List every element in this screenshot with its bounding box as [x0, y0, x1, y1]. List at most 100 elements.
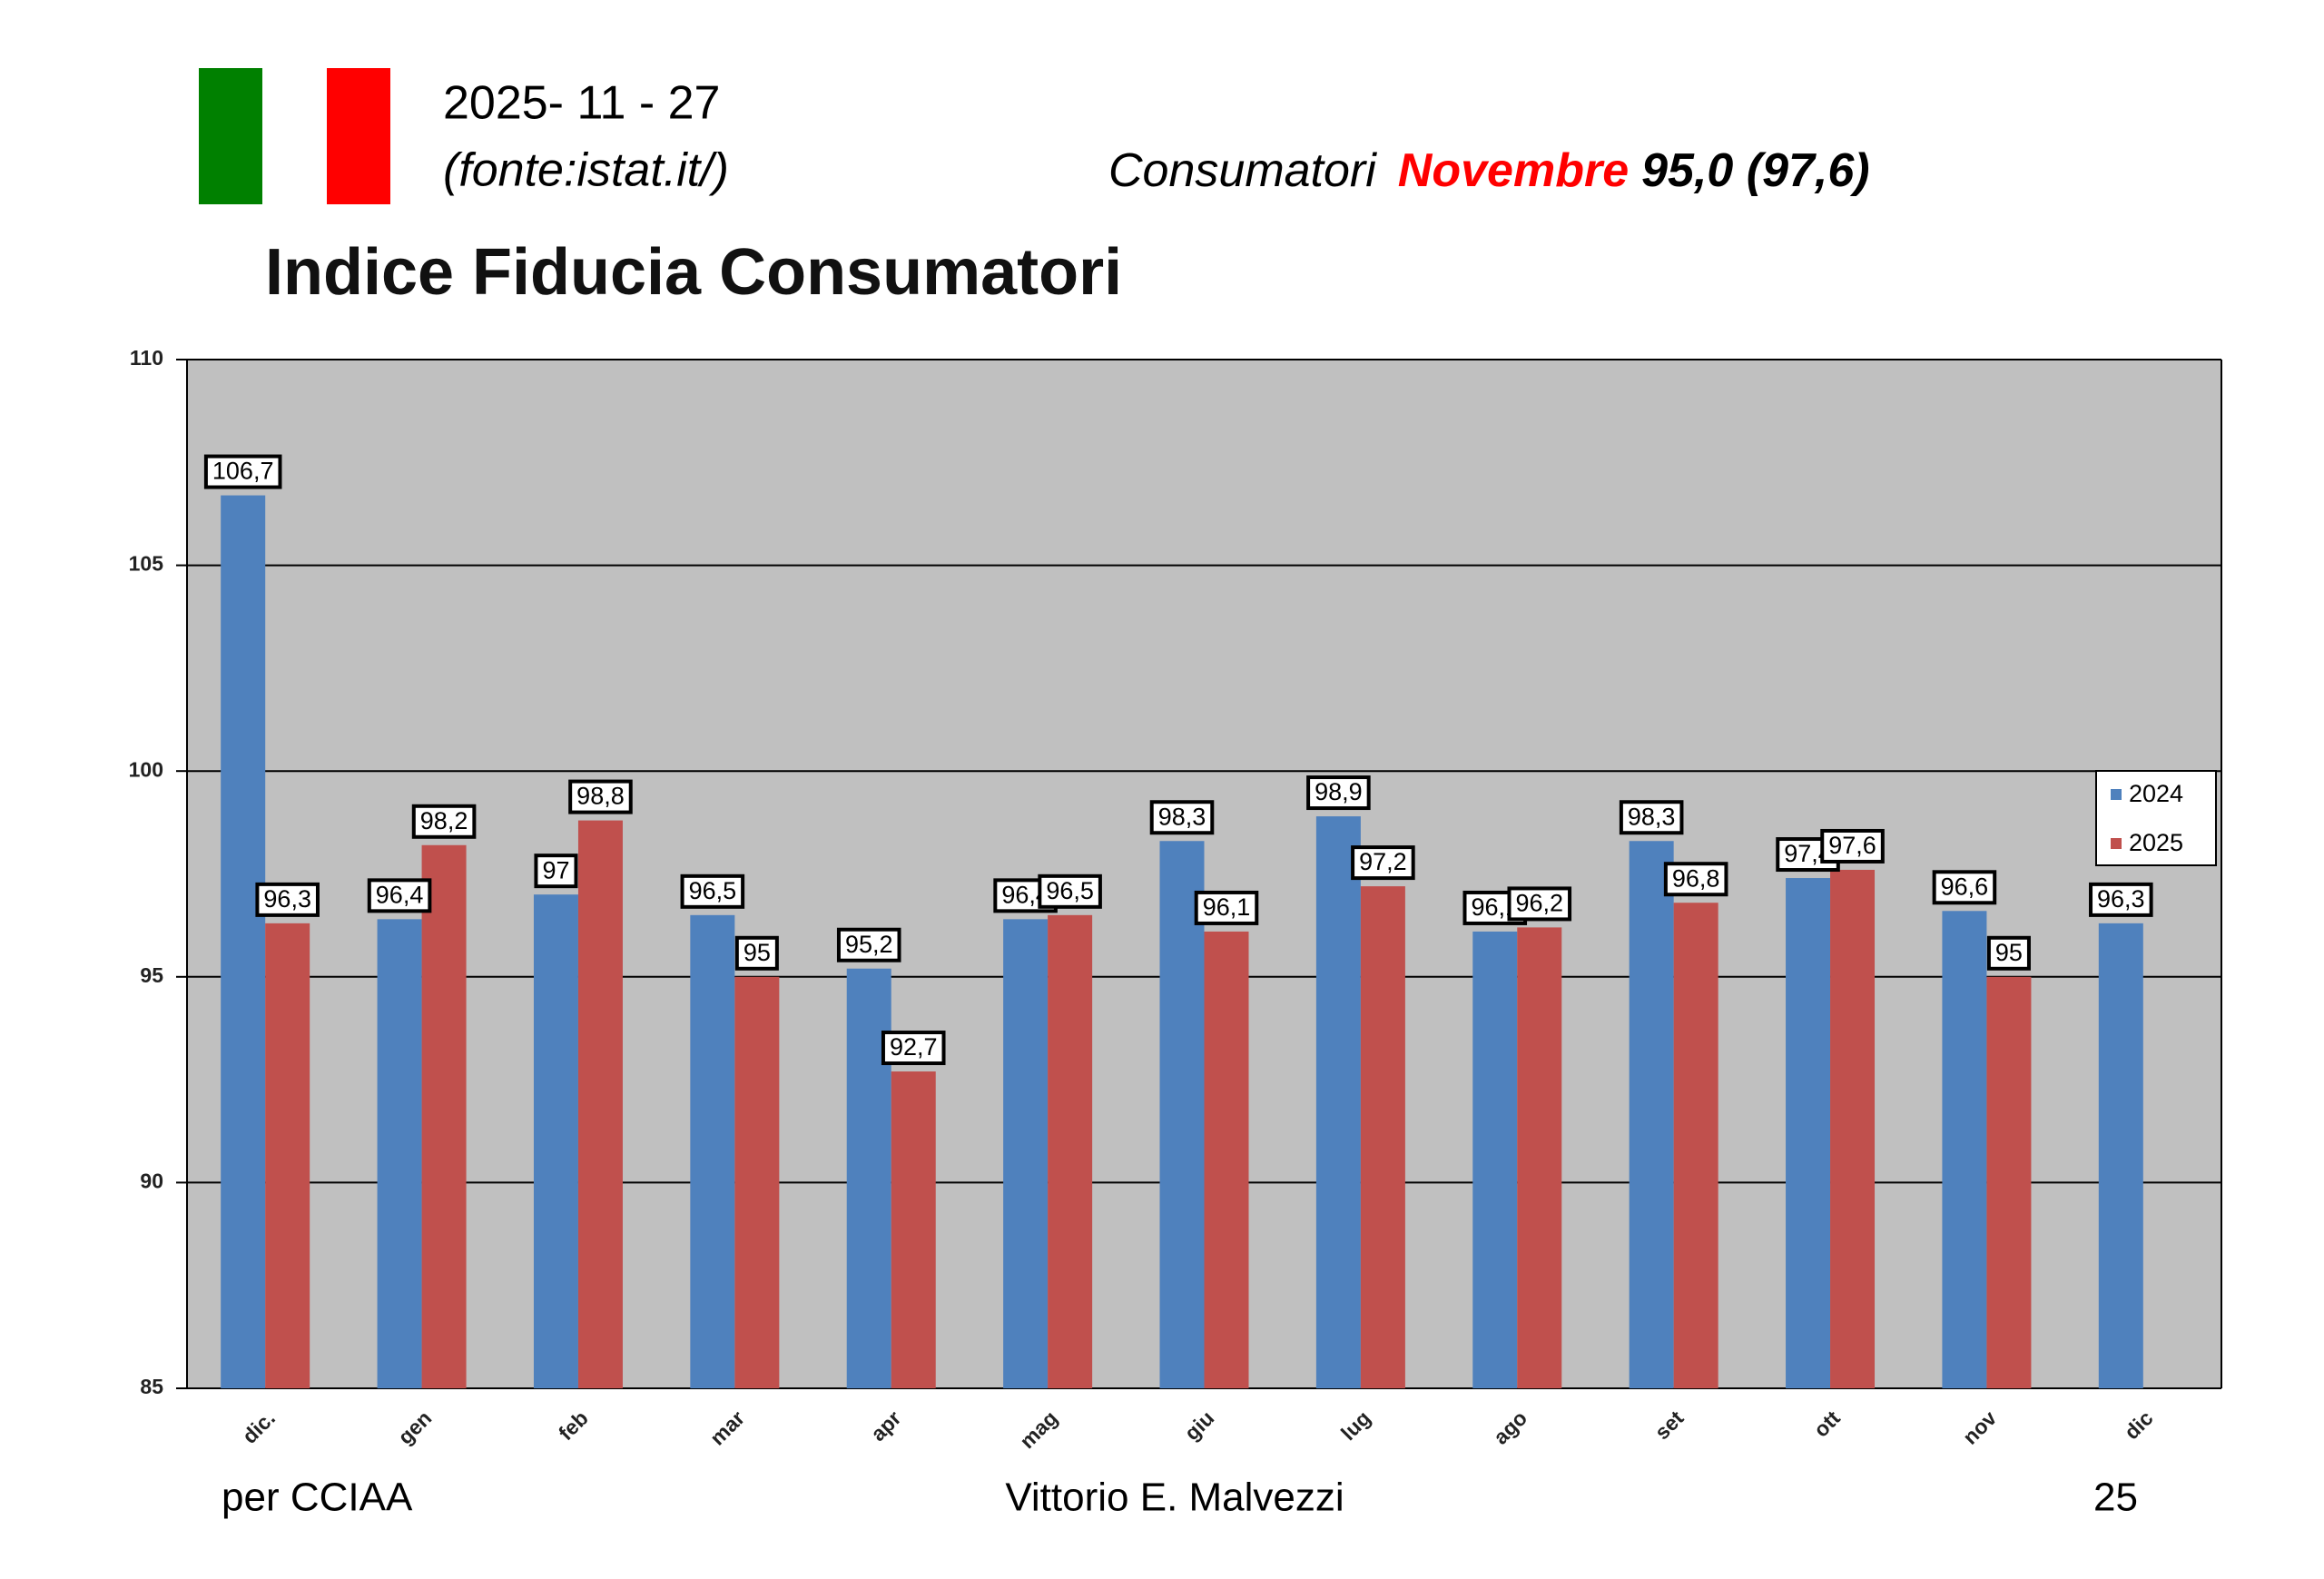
- x-tick-label: dic.: [238, 1406, 280, 1447]
- bar: [1830, 869, 1876, 1388]
- x-tick-label: mar: [705, 1406, 749, 1449]
- headline-label: Consumatori: [1108, 144, 1377, 197]
- bar: [734, 976, 780, 1388]
- value-label-box: [680, 873, 745, 909]
- legend-box: [2095, 770, 2217, 866]
- value-label-box: [1351, 845, 1415, 881]
- value-label: 106,7: [203, 454, 282, 489]
- value-label: 98,3: [1619, 800, 1684, 835]
- value-label: 98,9: [1306, 775, 1371, 811]
- value-label: 98,8: [568, 779, 633, 814]
- headline-value: 95,0 (97,6): [1641, 144, 1870, 197]
- legend-swatch: [2111, 838, 2122, 849]
- value-label-box: [1663, 862, 1728, 897]
- x-tick-label: gen: [393, 1406, 436, 1448]
- value-label: 98,2: [411, 804, 477, 839]
- x-tick-label: giu: [1180, 1406, 1219, 1445]
- flag-green: [199, 68, 262, 204]
- value-label-box: [1986, 935, 2031, 971]
- footer-center: Vittorio E. Malvezzi: [1005, 1475, 1344, 1520]
- value-label-text: 95,2: [845, 931, 893, 958]
- value-label: 97,2: [1351, 845, 1415, 881]
- value-label-text: 97,2: [1359, 848, 1407, 875]
- legend-label: 2025: [2129, 829, 2183, 856]
- x-tick-label: nov: [1958, 1406, 2001, 1448]
- bar: [377, 919, 422, 1388]
- value-label-text: 96,4: [376, 881, 424, 908]
- x-tick-label: set: [1650, 1406, 1689, 1444]
- footer-right: 25: [2093, 1475, 2138, 1520]
- bar: [1629, 841, 1674, 1388]
- value-label: 96,5: [680, 873, 745, 909]
- y-tick-label: 95: [140, 963, 163, 987]
- bar: [1472, 931, 1518, 1388]
- legend-label: 2024: [2129, 780, 2183, 807]
- x-tick-label: feb: [554, 1406, 593, 1445]
- value-label: 98,3: [1149, 800, 1215, 835]
- value-label: 92,7: [881, 1031, 946, 1066]
- value-label-text: 98,8: [576, 783, 625, 810]
- legend-swatch: [2111, 789, 2122, 800]
- value-label: 95: [734, 935, 779, 971]
- value-label-box: [1507, 886, 1572, 922]
- x-tick-label: dic: [2120, 1406, 2158, 1444]
- value-label: 95,2: [836, 927, 901, 962]
- y-tick-label: 100: [129, 757, 163, 781]
- headline-month: Novembre: [1398, 144, 1629, 197]
- value-label-text: 96,2: [1515, 890, 1563, 917]
- value-label-box: [568, 779, 633, 814]
- value-label-text: 97,6: [1828, 832, 1876, 859]
- bar: [1003, 919, 1049, 1388]
- bar: [1204, 931, 1249, 1388]
- bar: [1315, 816, 1361, 1388]
- value-label: 96,3: [255, 882, 320, 917]
- value-label-box: [1306, 775, 1371, 811]
- value-label-text: 95: [743, 939, 771, 966]
- y-tick-label: 90: [140, 1169, 163, 1192]
- y-tick-label: 85: [140, 1375, 163, 1398]
- value-label: 96,6: [1932, 870, 1997, 905]
- y-tick-label: 105: [129, 552, 164, 576]
- value-label-box: [1820, 828, 1885, 864]
- footer-left: per CCIAA: [222, 1475, 413, 1520]
- value-label-text: 98,2: [420, 807, 468, 834]
- bar: [690, 914, 735, 1388]
- value-label-text: 96,8: [1672, 864, 1720, 892]
- bar: [265, 923, 310, 1388]
- value-label-text: 97: [542, 856, 569, 883]
- value-label-box: [1932, 870, 1997, 905]
- value-label: 96,5: [1038, 873, 1102, 909]
- source: (fonte:istat.it/): [443, 144, 729, 197]
- x-tick-label: ott: [1809, 1406, 1845, 1441]
- value-label-text: 96,5: [689, 877, 737, 904]
- bar: [421, 844, 467, 1388]
- value-label-box: [411, 804, 477, 839]
- value-label-box: [836, 927, 901, 962]
- value-label-text: 96,6: [1941, 873, 1989, 900]
- value-label: 96,8: [1663, 862, 1728, 897]
- x-tick-label: mag: [1015, 1406, 1062, 1453]
- x-tick-label: lug: [1336, 1406, 1375, 1445]
- value-label-box: [1149, 800, 1215, 835]
- value-label-text: 96,3: [263, 885, 311, 913]
- bar: [2098, 923, 2143, 1388]
- value-label: 96,4: [367, 878, 432, 913]
- value-label-text: 98,3: [1158, 803, 1206, 830]
- value-label-box: [2089, 882, 2153, 917]
- value-label: 95: [1986, 935, 2031, 971]
- bar: [1942, 911, 1987, 1388]
- y-tick-label: 110: [130, 346, 163, 370]
- chart-title: Indice Fiducia Consumatori: [265, 236, 1122, 309]
- bar: [1159, 841, 1205, 1388]
- bar: [891, 1071, 936, 1388]
- bar: [1986, 976, 2032, 1388]
- value-label-box: [734, 935, 779, 971]
- bar: [533, 894, 578, 1388]
- value-label-text: 96,3: [2097, 885, 2145, 913]
- flag-red: [327, 68, 390, 204]
- bar: [577, 820, 623, 1388]
- value-label-box: [881, 1031, 946, 1066]
- value-label-box: [1619, 800, 1684, 835]
- value-label-text: 98,3: [1628, 803, 1676, 830]
